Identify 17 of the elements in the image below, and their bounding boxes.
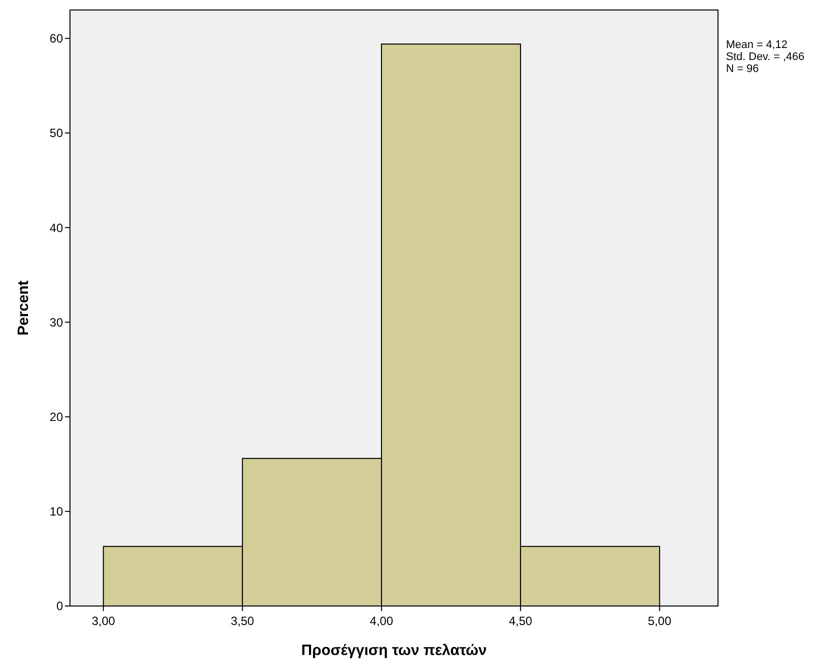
x-tick-label: 3,00 [92, 614, 116, 628]
text: Std. Dev. = ,466 [726, 51, 804, 63]
y-tick-label: 40 [50, 220, 64, 235]
y-tick-label: 20 [50, 410, 64, 424]
y-tick-label: 30 [50, 315, 64, 330]
y-tick-label: 50 [50, 126, 64, 140]
y-tick-label: 60 [50, 32, 64, 46]
text: Mean = 4,12 [726, 39, 788, 51]
x-tick-label: 4,50 [508, 614, 533, 628]
y-tick-label: 10 [50, 504, 64, 519]
x-axis-title: Προσέγγιση των πελατών [301, 642, 487, 659]
x-tick-label: 5,00 [648, 614, 672, 628]
x-tick-label: 3,50 [230, 614, 254, 628]
text: N = 96 [726, 63, 759, 75]
y-tick-label: 0 [56, 599, 64, 614]
y-axis-title: Percent [15, 280, 32, 336]
x-tick-label: 4,00 [370, 614, 394, 628]
